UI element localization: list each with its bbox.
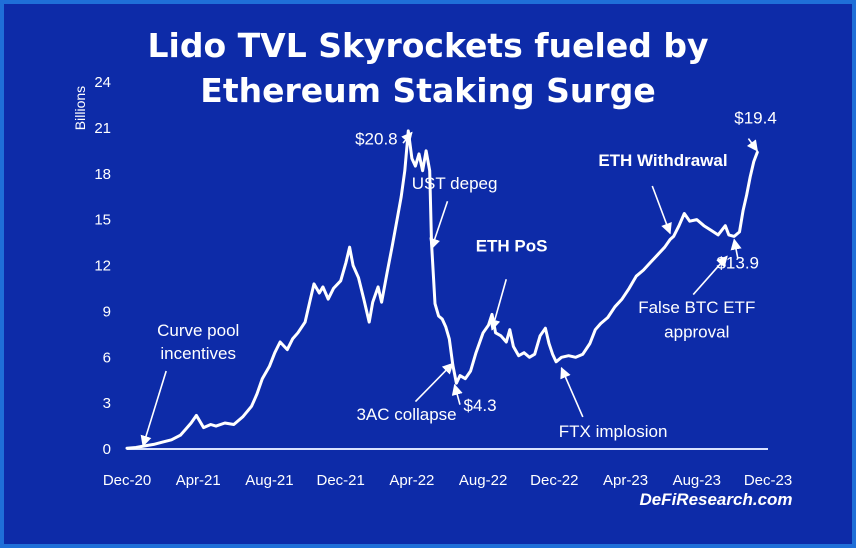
annotation-label: Curve pool xyxy=(157,321,239,340)
annotation-arrow xyxy=(140,370,167,448)
x-tick-label: Apr-22 xyxy=(389,472,434,489)
y-axis-label: Billions xyxy=(72,86,88,130)
annotation-label: 3AC collapse xyxy=(356,405,456,424)
annotation-arrow xyxy=(746,138,758,152)
x-tick-label: Apr-21 xyxy=(176,472,221,489)
y-axis-ticks: 0 3 6 9 12 15 18 21 24 xyxy=(94,74,111,458)
annotation-label: $13.9 xyxy=(716,254,759,273)
y-tick-label: 21 xyxy=(94,120,111,137)
annotation-arrow xyxy=(429,201,449,250)
x-axis-ticks: Dec-20 Apr-21 Aug-21 Dec-21 Apr-22 Aug-22 Dec-… xyxy=(103,472,792,489)
x-tick-label: Dec-21 xyxy=(316,472,364,489)
chart-title-line-2: Ethereum Staking Surge xyxy=(200,71,655,110)
annotations: Curve pool incentives $20.8 UST depeg ETH Po… xyxy=(157,108,777,440)
y-tick-label: 9 xyxy=(103,303,111,320)
x-tick-label: Aug-23 xyxy=(673,472,721,489)
annotation-label: UST depeg xyxy=(412,174,498,193)
y-tick-label: 0 xyxy=(103,441,111,458)
series-line xyxy=(125,129,759,450)
y-tick-label: 3 xyxy=(103,395,111,412)
x-tick-label: Apr-23 xyxy=(603,472,648,489)
annotation-label: $19.4 xyxy=(734,108,777,127)
y-tick-label: 12 xyxy=(94,258,111,275)
annotation-label: $4.3 xyxy=(464,396,497,415)
series-group xyxy=(125,129,759,450)
annotation-label: ETH PoS xyxy=(476,237,548,256)
annotation-arrow xyxy=(414,362,454,403)
annotation-arrow xyxy=(651,185,672,235)
annotation-arrow xyxy=(730,238,742,259)
annotation-arrow xyxy=(692,255,728,296)
x-tick-label: Dec-22 xyxy=(530,472,578,489)
annotation-label: approval xyxy=(664,322,729,341)
annotation-label: incentives xyxy=(160,344,236,363)
y-tick-label: 18 xyxy=(94,166,111,183)
annotation-label: False BTC ETF xyxy=(638,298,755,317)
annotation-arrows xyxy=(140,131,758,448)
watermark: DeFiResearch.com xyxy=(639,490,792,509)
chart-title-line-1: Lido TVL Skyrockets fueled by xyxy=(148,26,709,65)
line-chart: Lido TVL Skyrockets fueled by Ethereum S… xyxy=(72,26,793,509)
annotation-label: $20.8 xyxy=(355,130,398,149)
x-tick-label: Aug-21 xyxy=(245,472,293,489)
annotation-label: FTX implosion xyxy=(559,422,668,441)
annotation-arrow xyxy=(451,383,463,405)
y-tick-label: 6 xyxy=(103,349,111,366)
annotation-arrow xyxy=(401,131,413,144)
y-tick-label: 24 xyxy=(94,74,111,91)
x-tick-label: Dec-20 xyxy=(103,472,151,489)
x-tick-label: Dec-23 xyxy=(744,472,792,489)
annotation-arrow xyxy=(560,366,584,418)
annotation-arrow xyxy=(489,279,508,331)
annotation-label: ETH Withdrawal xyxy=(598,151,727,170)
x-tick-label: Aug-22 xyxy=(459,472,507,489)
y-tick-label: 15 xyxy=(94,212,111,229)
